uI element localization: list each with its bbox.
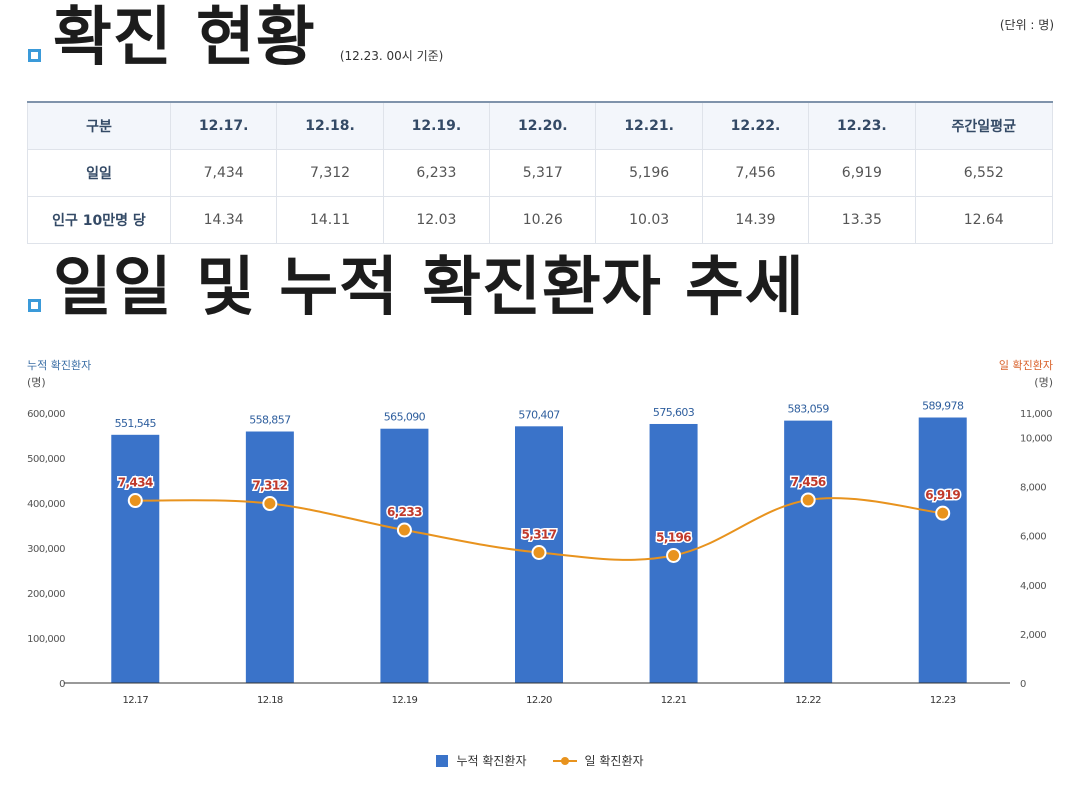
row-label: 인구 10만명 당: [27, 195, 171, 244]
bar: [111, 434, 160, 683]
table-header-cell: 구분: [27, 101, 171, 150]
bar-data-label: 575,603: [653, 406, 695, 419]
left-tick-label: 0: [59, 679, 65, 690]
x-tick-label: 12.19: [392, 695, 418, 706]
table-header-row: 구분 12.17. 12.18. 12.19. 12.20. 12.21. 12…: [27, 101, 1054, 150]
table-header-cell: 12.18.: [276, 101, 384, 150]
table-row: 인구 10만명 당 14.34 14.11 12.03 10.26 10.03 …: [27, 195, 1054, 244]
daily-point: [396, 522, 412, 538]
table-cell: 7,312: [276, 148, 384, 197]
right-axis-title: 일 확진환자: [999, 358, 1053, 372]
legend-item-line: 일 확진환자: [552, 752, 644, 769]
bar-data-label: 565,090: [384, 411, 426, 424]
legend-bar-swatch: [436, 754, 449, 767]
right-tick-label: 10,000: [1020, 434, 1052, 445]
table-header-cell: 12.19.: [382, 101, 491, 150]
bar: [918, 417, 967, 683]
legend-line-label: 일 확진환자: [584, 754, 644, 768]
daily-point: [935, 505, 951, 521]
table-header-cell: 주간일평균: [914, 101, 1054, 150]
daily-data-label: 6,919: [925, 488, 960, 502]
table-cell: 10.03: [595, 195, 703, 244]
right-tick-label: 8,000: [1020, 483, 1046, 494]
left-tick-label: 500,000: [27, 454, 65, 465]
table-header-cell: 12.23.: [808, 101, 916, 150]
left-tick-label: 100,000: [27, 634, 65, 645]
trend-chart: 누적 확진환자 (명) 일 확진환자 (명) 0 100,000 200,000 300,00…: [27, 358, 1053, 706]
table-header-cell: 12.17.: [169, 101, 278, 150]
section-bullet-icon: [28, 49, 41, 62]
left-tick-label: 300,000: [27, 544, 65, 555]
right-axis-unit: (명): [1034, 376, 1053, 389]
bar: [784, 420, 833, 683]
daily-point: [127, 493, 143, 509]
x-tick-label: 12.20: [526, 695, 552, 706]
daily-point: [262, 496, 278, 512]
left-tick-label: 600,000: [27, 409, 65, 420]
page-title: 확진 현황: [53, 1, 316, 75]
bar-data-label: 583,059: [787, 403, 829, 416]
right-tick-label: 11,000: [1020, 409, 1052, 420]
table-cell: 14.39: [701, 195, 810, 244]
right-tick-label: 4,000: [1020, 581, 1046, 592]
stats-table: 구분 12.17. 12.18. 12.19. 12.20. 12.21. 12…: [27, 101, 1054, 244]
daily-data-label: 5,317: [522, 527, 557, 541]
daily-point: [800, 492, 816, 508]
left-tick-label: 400,000: [27, 499, 65, 510]
daily-data-label: 5,196: [656, 530, 691, 544]
section-header-status: 확진 현황 (12.23. 00시 기준): [28, 6, 443, 70]
daily-data-label: 7,312: [252, 479, 287, 493]
table-row: 일일 7,434 7,312 6,233 5,317 5,196 7,456 6…: [27, 148, 1054, 197]
table-cell: 14.34: [169, 195, 278, 244]
bar-data-label: 589,978: [922, 400, 964, 413]
table-header-cell: 12.20.: [489, 101, 597, 150]
unit-note: (단위 : 명): [999, 18, 1054, 32]
left-tick-label: 200,000: [27, 589, 65, 600]
right-tick-label: 2,000: [1020, 630, 1046, 641]
table-cell: 12.64: [914, 195, 1054, 244]
daily-data-label: 7,456: [791, 475, 826, 489]
bar: [380, 428, 429, 683]
legend-line-swatch: [552, 756, 577, 765]
x-tick-label: 12.23: [930, 695, 956, 706]
bar-data-label: 558,857: [249, 414, 291, 427]
table-cell: 6,552: [914, 148, 1054, 197]
chart-legend: 누적 확진환자 일 확진환자: [0, 752, 1080, 769]
table-cell: 5,196: [595, 148, 703, 197]
left-axis-unit: (명): [27, 376, 46, 389]
left-axis-title: 누적 확진환자: [27, 359, 91, 372]
table-cell: 13.35: [808, 195, 916, 244]
bar-data-label: 570,407: [518, 408, 560, 421]
table-header-cell: 12.21.: [595, 101, 703, 150]
section-title: 일일 및 누적 확진환자 추세: [53, 251, 805, 325]
bar: [245, 431, 294, 683]
row-label: 일일: [27, 148, 171, 197]
table-cell: 5,317: [489, 148, 597, 197]
section-bullet-icon: [28, 299, 41, 312]
x-tick-label: 12.17: [122, 695, 148, 706]
table-header-cell: 12.22.: [701, 101, 810, 150]
daily-point: [666, 547, 682, 563]
section-header-trend: 일일 및 누적 확진환자 추세: [28, 256, 805, 320]
x-tick-label: 12.22: [795, 695, 821, 706]
daily-data-label: 6,233: [387, 505, 422, 519]
bar-data-label: 551,545: [115, 417, 157, 430]
x-tick-label: 12.18: [257, 695, 283, 706]
table-cell: 10.26: [489, 195, 597, 244]
right-tick-label: 0: [1020, 679, 1026, 690]
x-tick-label: 12.21: [661, 695, 687, 706]
right-tick-label: 6,000: [1020, 532, 1046, 543]
daily-data-label: 7,434: [118, 476, 153, 490]
legend-item-bar: 누적 확진환자: [436, 752, 527, 769]
table-cell: 14.11: [276, 195, 384, 244]
table-cell: 6,919: [808, 148, 916, 197]
table-cell: 7,456: [701, 148, 810, 197]
table-cell: 6,233: [382, 148, 491, 197]
table-cell: 12.03: [382, 195, 491, 244]
legend-bar-label: 누적 확진환자: [456, 754, 527, 768]
basis-note: (12.23. 00시 기준): [339, 49, 444, 63]
daily-point: [531, 544, 547, 560]
table-cell: 7,434: [169, 148, 278, 197]
